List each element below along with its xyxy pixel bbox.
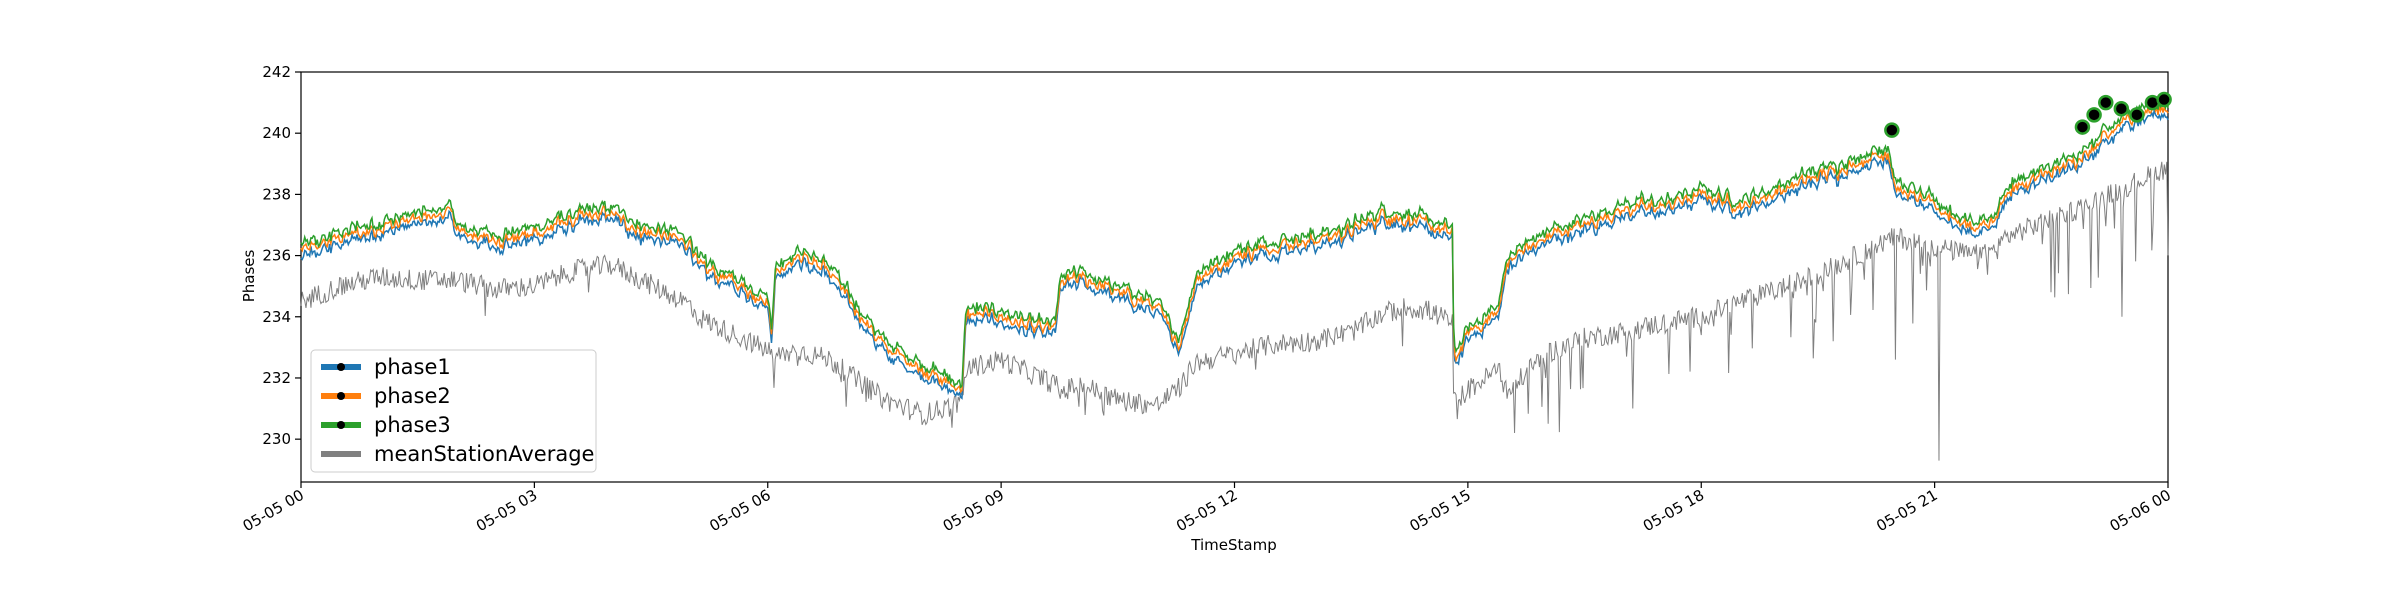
y-tick-label: 232 bbox=[262, 369, 291, 387]
data-marker bbox=[2074, 119, 2091, 135]
phase-series-layer bbox=[300, 99, 2169, 400]
legend-label: meanStationAverage bbox=[374, 442, 594, 466]
y-tick-label: 230 bbox=[262, 430, 291, 448]
legend-box bbox=[310, 349, 597, 473]
y-tick-label: 240 bbox=[262, 124, 291, 142]
legend: phase1 phase2 phase3 meanStationAverage bbox=[310, 349, 597, 473]
y-tick-label: 242 bbox=[262, 63, 291, 81]
y-axis-label: Phases bbox=[240, 250, 258, 303]
legend-entry-phase1: phase1 bbox=[321, 355, 451, 379]
legend-marker bbox=[337, 392, 345, 400]
legend-entry-meanStationAverage: meanStationAverage bbox=[321, 442, 594, 466]
data-marker bbox=[2086, 107, 2102, 123]
x-tick-label: 05-05 09 bbox=[940, 486, 1007, 535]
x-tick-label: 05-05 00 bbox=[240, 486, 307, 535]
series-line-phase2 bbox=[300, 103, 2169, 394]
data-marker bbox=[2098, 94, 2114, 111]
legend-label: phase3 bbox=[374, 413, 451, 437]
x-axis-label: TimeStamp bbox=[1190, 536, 1276, 554]
x-tick-label: 05-05 21 bbox=[1873, 486, 1940, 535]
legend-label: phase2 bbox=[374, 384, 451, 408]
x-tick-label: 05-05 12 bbox=[1173, 486, 1240, 535]
legend-label: phase1 bbox=[374, 355, 451, 379]
data-marker bbox=[2129, 107, 2145, 123]
legend-entry-phase2: phase2 bbox=[321, 384, 451, 408]
data-marker bbox=[2156, 91, 2172, 108]
y-tick-label: 234 bbox=[262, 308, 291, 326]
mean-series-layer bbox=[300, 161, 2169, 461]
y-tick-label: 238 bbox=[262, 185, 291, 203]
x-tick-label: 05-05 06 bbox=[706, 486, 773, 535]
marker-layer bbox=[1884, 91, 2172, 138]
x-tick-label: 05-05 18 bbox=[1640, 486, 1707, 535]
x-tick-label: 05-05 15 bbox=[1406, 486, 1473, 535]
x-tick-label: 05-06 00 bbox=[2107, 486, 2174, 535]
legend-marker bbox=[337, 421, 345, 429]
series-line-phase3 bbox=[300, 99, 2169, 389]
data-marker bbox=[2113, 100, 2130, 117]
x-tick-label: 05-05 03 bbox=[473, 486, 540, 535]
series-line-phase1 bbox=[300, 109, 2169, 400]
y-tick-label: 236 bbox=[262, 247, 291, 265]
data-marker bbox=[1884, 122, 1900, 138]
legend-entry-phase3: phase3 bbox=[321, 413, 451, 437]
legend-marker bbox=[337, 363, 345, 371]
series-line-meanStationAverage bbox=[300, 161, 2169, 461]
